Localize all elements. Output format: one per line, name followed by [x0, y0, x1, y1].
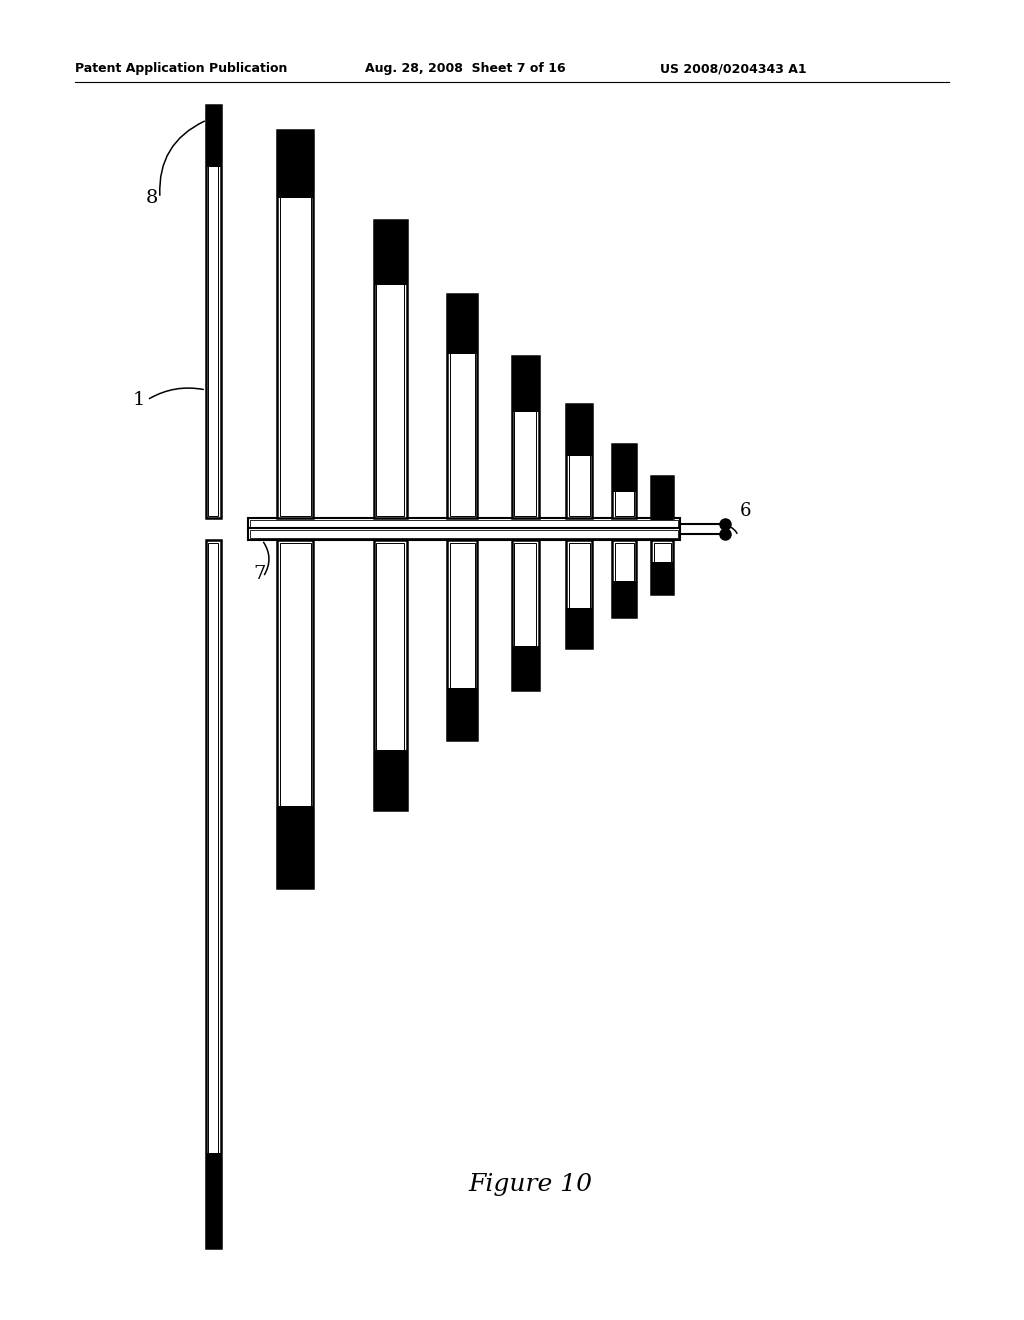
Bar	[250, 520, 678, 528]
Text: Aug. 28, 2008  Sheet 7 of 16: Aug. 28, 2008 Sheet 7 of 16	[365, 62, 565, 75]
Bar	[566, 404, 592, 455]
Bar	[278, 129, 313, 517]
Bar	[512, 540, 539, 690]
Bar	[512, 645, 539, 690]
Bar	[208, 107, 218, 516]
Bar	[278, 540, 313, 888]
Bar	[206, 1152, 220, 1247]
Bar	[376, 223, 404, 516]
Bar	[612, 444, 636, 517]
Bar	[612, 581, 636, 616]
Text: 8: 8	[146, 189, 159, 207]
Bar	[450, 543, 474, 738]
Bar	[568, 407, 590, 516]
Bar	[280, 543, 310, 886]
Bar	[206, 106, 220, 517]
Bar	[376, 543, 404, 808]
Bar	[278, 807, 313, 888]
Bar	[250, 531, 678, 539]
Text: US 2008/0204343 A1: US 2008/0204343 A1	[660, 62, 807, 75]
Bar	[374, 220, 407, 285]
Bar	[374, 540, 407, 810]
Bar	[206, 540, 220, 1247]
Bar	[248, 528, 680, 540]
Bar	[278, 129, 313, 198]
Bar	[612, 540, 636, 616]
Text: 6: 6	[740, 502, 752, 520]
Bar	[514, 359, 536, 516]
Bar	[614, 543, 634, 615]
Bar	[651, 477, 673, 517]
Text: Figure 10: Figure 10	[468, 1173, 592, 1196]
Bar	[447, 294, 477, 354]
Bar	[374, 220, 407, 517]
Text: 7: 7	[253, 565, 265, 583]
Bar	[651, 562, 673, 594]
Bar	[447, 540, 477, 741]
Text: 1: 1	[133, 391, 145, 409]
Bar	[447, 294, 477, 517]
Bar	[447, 688, 477, 741]
Bar	[208, 543, 218, 1246]
Bar	[374, 750, 407, 810]
Bar	[512, 356, 539, 412]
Bar	[514, 543, 536, 688]
Bar	[450, 297, 474, 516]
Text: Patent Application Publication: Patent Application Publication	[75, 62, 288, 75]
Bar	[566, 609, 592, 648]
Bar	[206, 106, 220, 168]
Bar	[614, 446, 634, 516]
Bar	[566, 540, 592, 648]
Bar	[280, 132, 310, 516]
Bar	[566, 404, 592, 517]
Bar	[612, 444, 636, 492]
Bar	[651, 477, 673, 520]
Bar	[653, 543, 671, 591]
Bar	[568, 543, 590, 645]
Bar	[248, 517, 680, 531]
Bar	[653, 479, 671, 516]
Bar	[512, 356, 539, 517]
Bar	[651, 540, 673, 594]
